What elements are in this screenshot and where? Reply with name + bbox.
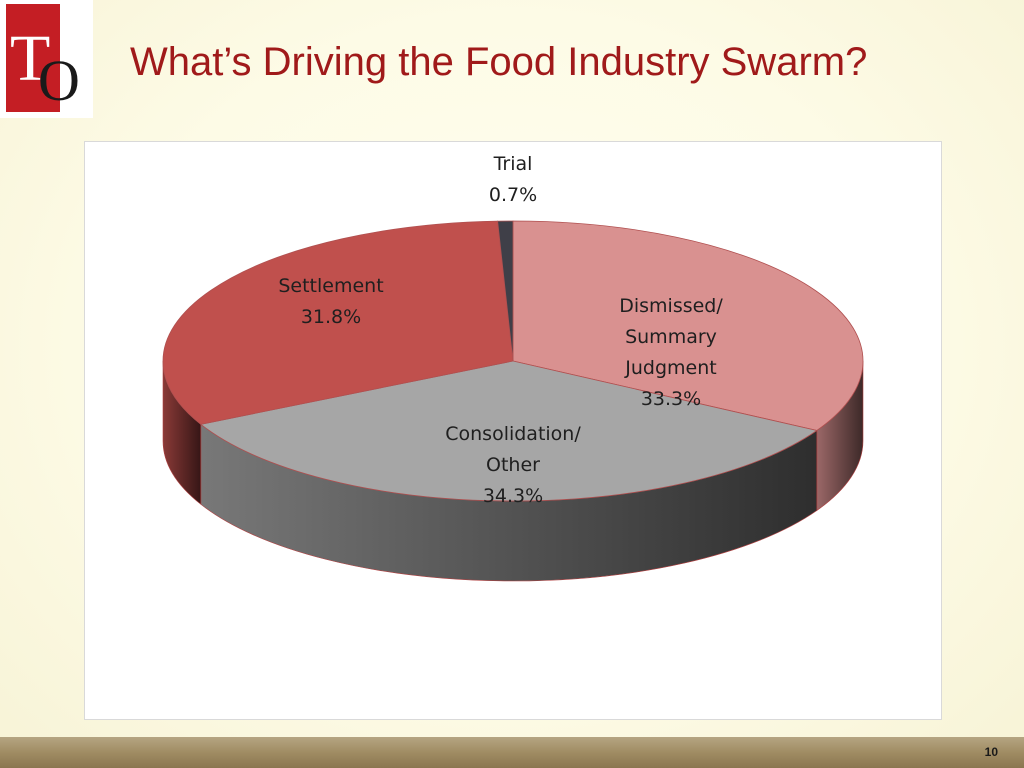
footer-bar: 10 — [0, 737, 1024, 768]
slice-label: Dismissed/Summary Judgment 33.3% — [619, 295, 723, 410]
slice-label: Trial 0.7% — [489, 153, 537, 206]
slide-title: What’s Driving the Food Industry Swarm? — [130, 40, 868, 84]
pie-slice — [497, 220, 514, 362]
slice-label: Settlement 31.8% — [278, 275, 383, 328]
pie-slice — [162, 220, 514, 425]
pie-chart-frame: Dismissed/Summary Judgment 33.3% Consolidat… — [84, 141, 942, 720]
pie-slice — [512, 220, 864, 431]
pie-chart: Dismissed/Summary Judgment 33.3% Consolidat… — [162, 153, 864, 582]
pie-slice — [199, 360, 818, 502]
svg-text:T: T — [10, 22, 50, 95]
page-number: 10 — [984, 745, 998, 759]
company-logo: T O — [0, 0, 93, 118]
slice-label: Consolidation/Other 34.3% — [445, 423, 581, 507]
svg-text:O: O — [38, 48, 80, 113]
